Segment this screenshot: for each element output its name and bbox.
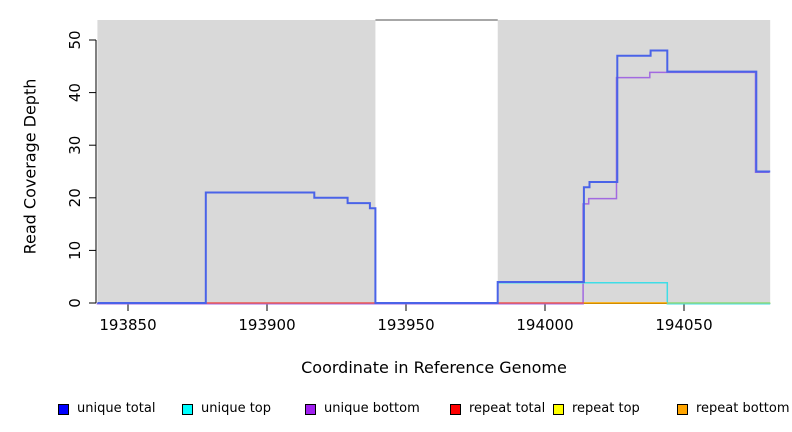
svg-text:193850: 193850 xyxy=(99,316,156,334)
x-axis-title: Coordinate in Reference Genome xyxy=(301,358,567,377)
svg-text:50: 50 xyxy=(66,30,84,49)
svg-text:10: 10 xyxy=(66,241,84,260)
svg-text:194050: 194050 xyxy=(655,316,712,334)
svg-text:20: 20 xyxy=(66,188,84,207)
svg-text:30: 30 xyxy=(66,136,84,155)
svg-text:0: 0 xyxy=(66,298,84,308)
svg-text:193900: 193900 xyxy=(238,316,295,334)
svg-text:194000: 194000 xyxy=(516,316,573,334)
svg-text:193950: 193950 xyxy=(377,316,434,334)
y-axis-title: Read Coverage Depth xyxy=(20,78,40,255)
svg-text:40: 40 xyxy=(66,83,84,102)
